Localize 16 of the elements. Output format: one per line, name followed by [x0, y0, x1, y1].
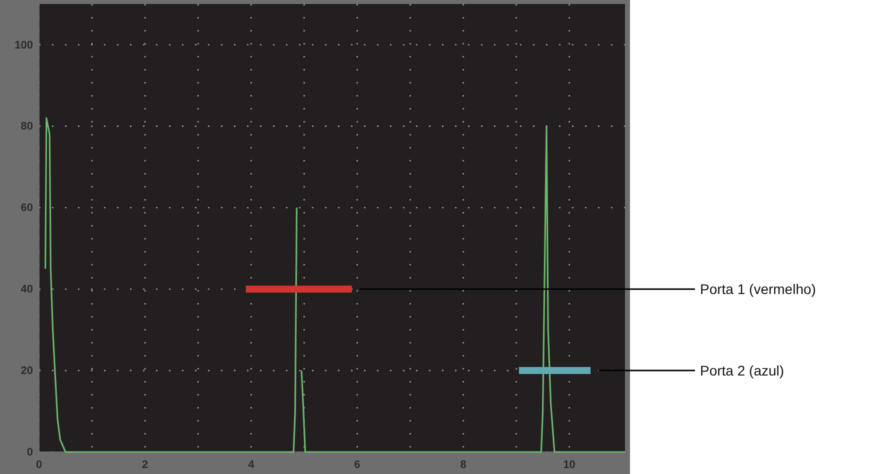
x-tick-label: 0: [36, 458, 42, 471]
x-tick-label: 2: [142, 458, 148, 471]
line-series: [300, 125, 626, 453]
text: Porta 1 (vermelho): [700, 281, 816, 298]
x-tick-label: 6: [354, 458, 360, 471]
y-tick-label: 80: [20, 120, 33, 133]
line-series: [44, 117, 298, 453]
text: Porta 2 (azul): [700, 362, 784, 379]
y-tick-label: 40: [20, 284, 33, 296]
x-tick-label: 4: [248, 458, 256, 471]
y-tick-label: 100: [14, 39, 33, 52]
y-tick-label: 60: [20, 202, 33, 214]
x-tick-label: 8: [460, 458, 466, 471]
x-tick-label: 10: [563, 458, 576, 471]
y-tick-label: 20: [20, 365, 33, 378]
y-tick-label: 0: [26, 446, 33, 459]
